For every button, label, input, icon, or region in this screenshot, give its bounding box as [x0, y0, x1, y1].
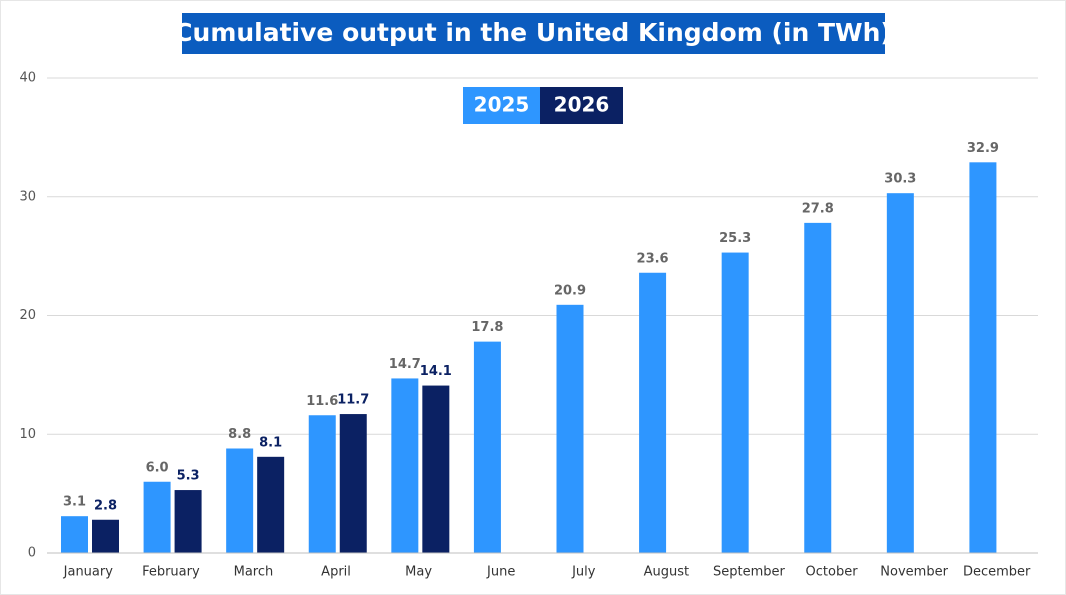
value-label: 17.8	[471, 320, 503, 335]
x-tick-label: November	[880, 565, 948, 580]
bar	[886, 193, 914, 553]
value-label: 32.9	[967, 141, 999, 156]
title-box	[182, 13, 885, 54]
x-tick-label: December	[963, 565, 1031, 580]
bar	[556, 304, 584, 553]
value-label: 14.7	[389, 357, 421, 372]
bar	[226, 448, 254, 553]
legend-label: 2026	[554, 93, 610, 117]
bar	[339, 414, 367, 553]
y-tick-label: 20	[19, 308, 36, 323]
value-label: 23.6	[637, 251, 669, 266]
value-label: 3.1	[63, 495, 86, 510]
y-tick-label: 30	[19, 189, 36, 204]
x-tick-label: April	[321, 565, 351, 580]
legend-label: 2025	[474, 93, 530, 117]
chart-title: Cumulative output in the United Kingdom …	[174, 18, 892, 47]
x-tick-label: September	[713, 565, 786, 580]
y-tick-label: 10	[19, 427, 36, 442]
value-label: 11.6	[306, 394, 338, 409]
bar	[639, 272, 667, 553]
x-tick-label: October	[806, 565, 859, 580]
bar	[391, 378, 419, 553]
y-tick-label: 0	[28, 546, 36, 561]
bar	[308, 415, 336, 553]
value-label: 2.8	[94, 498, 117, 513]
bar	[61, 516, 88, 553]
bar	[257, 456, 285, 553]
bar	[804, 222, 832, 553]
value-label: 8.1	[259, 435, 282, 450]
legend-swatch	[463, 87, 540, 124]
value-label: 14.1	[420, 364, 452, 379]
bar	[969, 162, 997, 553]
x-tick-label: June	[486, 565, 515, 580]
value-label: 20.9	[554, 283, 586, 298]
value-label: 30.3	[884, 172, 916, 187]
bar	[422, 385, 450, 553]
x-tick-label: February	[142, 565, 200, 580]
bar	[473, 341, 501, 553]
value-label: 27.8	[802, 201, 834, 216]
x-tick-label: January	[63, 565, 114, 580]
value-label: 6.0	[146, 460, 169, 475]
y-tick-label: 40	[19, 71, 36, 86]
value-label: 8.8	[228, 427, 251, 442]
bar	[721, 252, 749, 553]
x-tick-label: July	[571, 565, 596, 580]
value-label: 11.7	[337, 393, 369, 408]
value-label: 25.3	[719, 231, 751, 246]
x-tick-label: May	[405, 565, 432, 580]
value-label: 5.3	[177, 469, 200, 484]
bar	[143, 481, 171, 553]
x-tick-label: March	[234, 565, 274, 580]
bar	[92, 519, 119, 553]
x-tick-label: August	[644, 565, 690, 580]
legend-swatch	[540, 87, 623, 124]
bar	[174, 490, 202, 553]
